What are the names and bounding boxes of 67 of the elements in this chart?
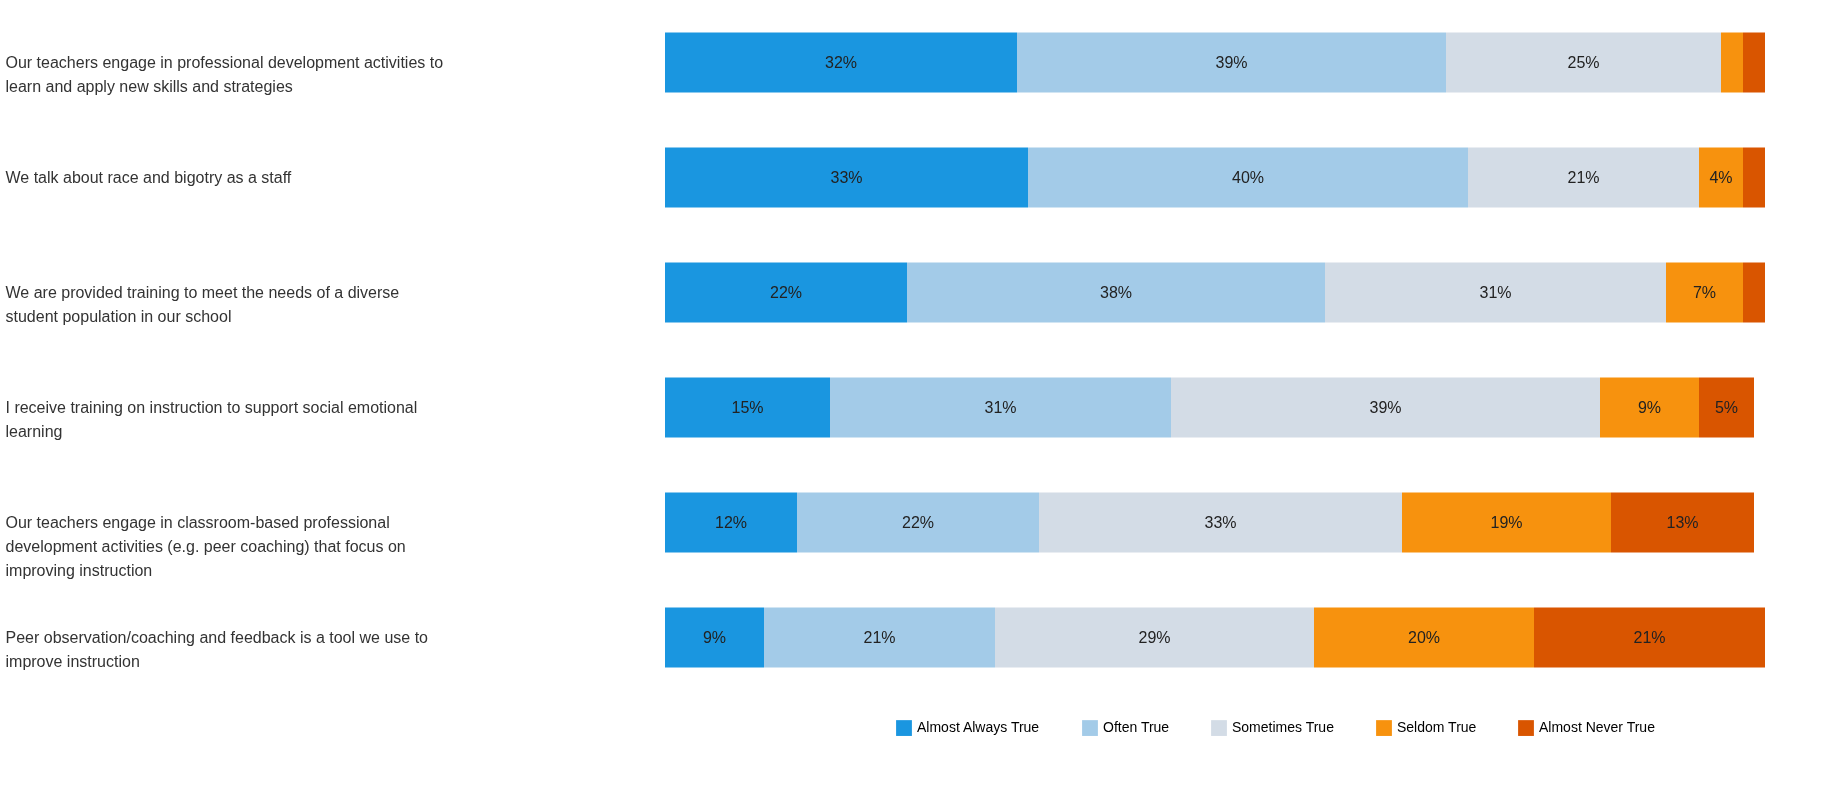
data-label: 9% (702, 628, 727, 646)
data-label: 39% (1369, 398, 1402, 416)
bar (1743, 262, 1765, 323)
y-tick-label: Our teachers engage in classroom-based professional development activities (e.g. peer coaching) that focus on improving instruction (5, 513, 406, 579)
bar (1446, 32, 1721, 93)
y-tick-label: We are provided training to meet the needs of a diverse student population in our school (5, 283, 400, 325)
y-tick-label: Peer observation/coaching and feedback is a tool we use to improve instruction (5, 628, 429, 670)
data-label: 39% (1215, 53, 1248, 71)
legend-label: Often True (1103, 719, 1170, 736)
bar (1171, 377, 1600, 438)
bar (830, 377, 1171, 438)
data-label: 4% (1709, 168, 1733, 186)
bar (665, 607, 764, 668)
data-label: 13% (1666, 513, 1699, 531)
data-label: 21% (863, 628, 896, 646)
legend-label: Sometimes True (1232, 719, 1335, 736)
bar (1468, 147, 1699, 208)
bar (1325, 262, 1666, 323)
bar (1666, 262, 1743, 323)
bar (1743, 147, 1765, 208)
data-label: 33% (1204, 513, 1237, 531)
bar (764, 607, 995, 668)
bar (1699, 377, 1754, 438)
bar (1600, 377, 1699, 438)
legend-label: Seldom True (1397, 719, 1477, 736)
bar (665, 32, 1017, 93)
bar (1534, 607, 1765, 668)
bar (665, 492, 797, 553)
bar (1721, 32, 1743, 93)
data-label: 7% (1692, 283, 1717, 301)
data-label: 25% (1567, 53, 1600, 71)
bar (797, 492, 1039, 553)
data-label: 22% (901, 513, 935, 531)
bar (1402, 492, 1611, 553)
bar (907, 262, 1325, 323)
data-label: 12% (714, 513, 748, 531)
y-tick-label: I receive training on instruction to support social emotional learning (5, 398, 418, 440)
y-tick-label: Our teachers engage in professional development activities to learn and apply new skills and strategies (5, 53, 444, 95)
data-label: 9% (1637, 398, 1662, 416)
data-label: 31% (1479, 283, 1512, 301)
bar (1611, 492, 1754, 553)
bar (1039, 492, 1402, 553)
legend-label: Almost Never True (1539, 719, 1656, 736)
bar (1699, 147, 1743, 208)
bar (1314, 607, 1534, 668)
bar (1028, 147, 1468, 208)
data-label: 40% (1231, 168, 1265, 186)
data-label: 21% (1633, 628, 1666, 646)
data-label: 32% (824, 53, 858, 71)
bar (665, 147, 1028, 208)
y-tick-label: We talk about race and bigotry as a staff (5, 168, 292, 186)
bar (665, 377, 830, 438)
data-label: 19% (1490, 513, 1523, 531)
data-label: 20% (1407, 628, 1441, 646)
data-label: 22% (769, 283, 803, 301)
bar (1017, 32, 1446, 93)
data-label: 38% (1099, 283, 1133, 301)
bar (1743, 32, 1765, 93)
data-label: 33% (830, 168, 863, 186)
data-label: 5% (1714, 398, 1739, 416)
bar (665, 262, 907, 323)
data-label: 29% (1138, 628, 1171, 646)
data-label: 21% (1567, 168, 1600, 186)
legend-label: Almost Always True (917, 719, 1040, 736)
bar (995, 607, 1314, 668)
data-label: 31% (984, 398, 1017, 416)
data-label: 15% (731, 398, 764, 416)
